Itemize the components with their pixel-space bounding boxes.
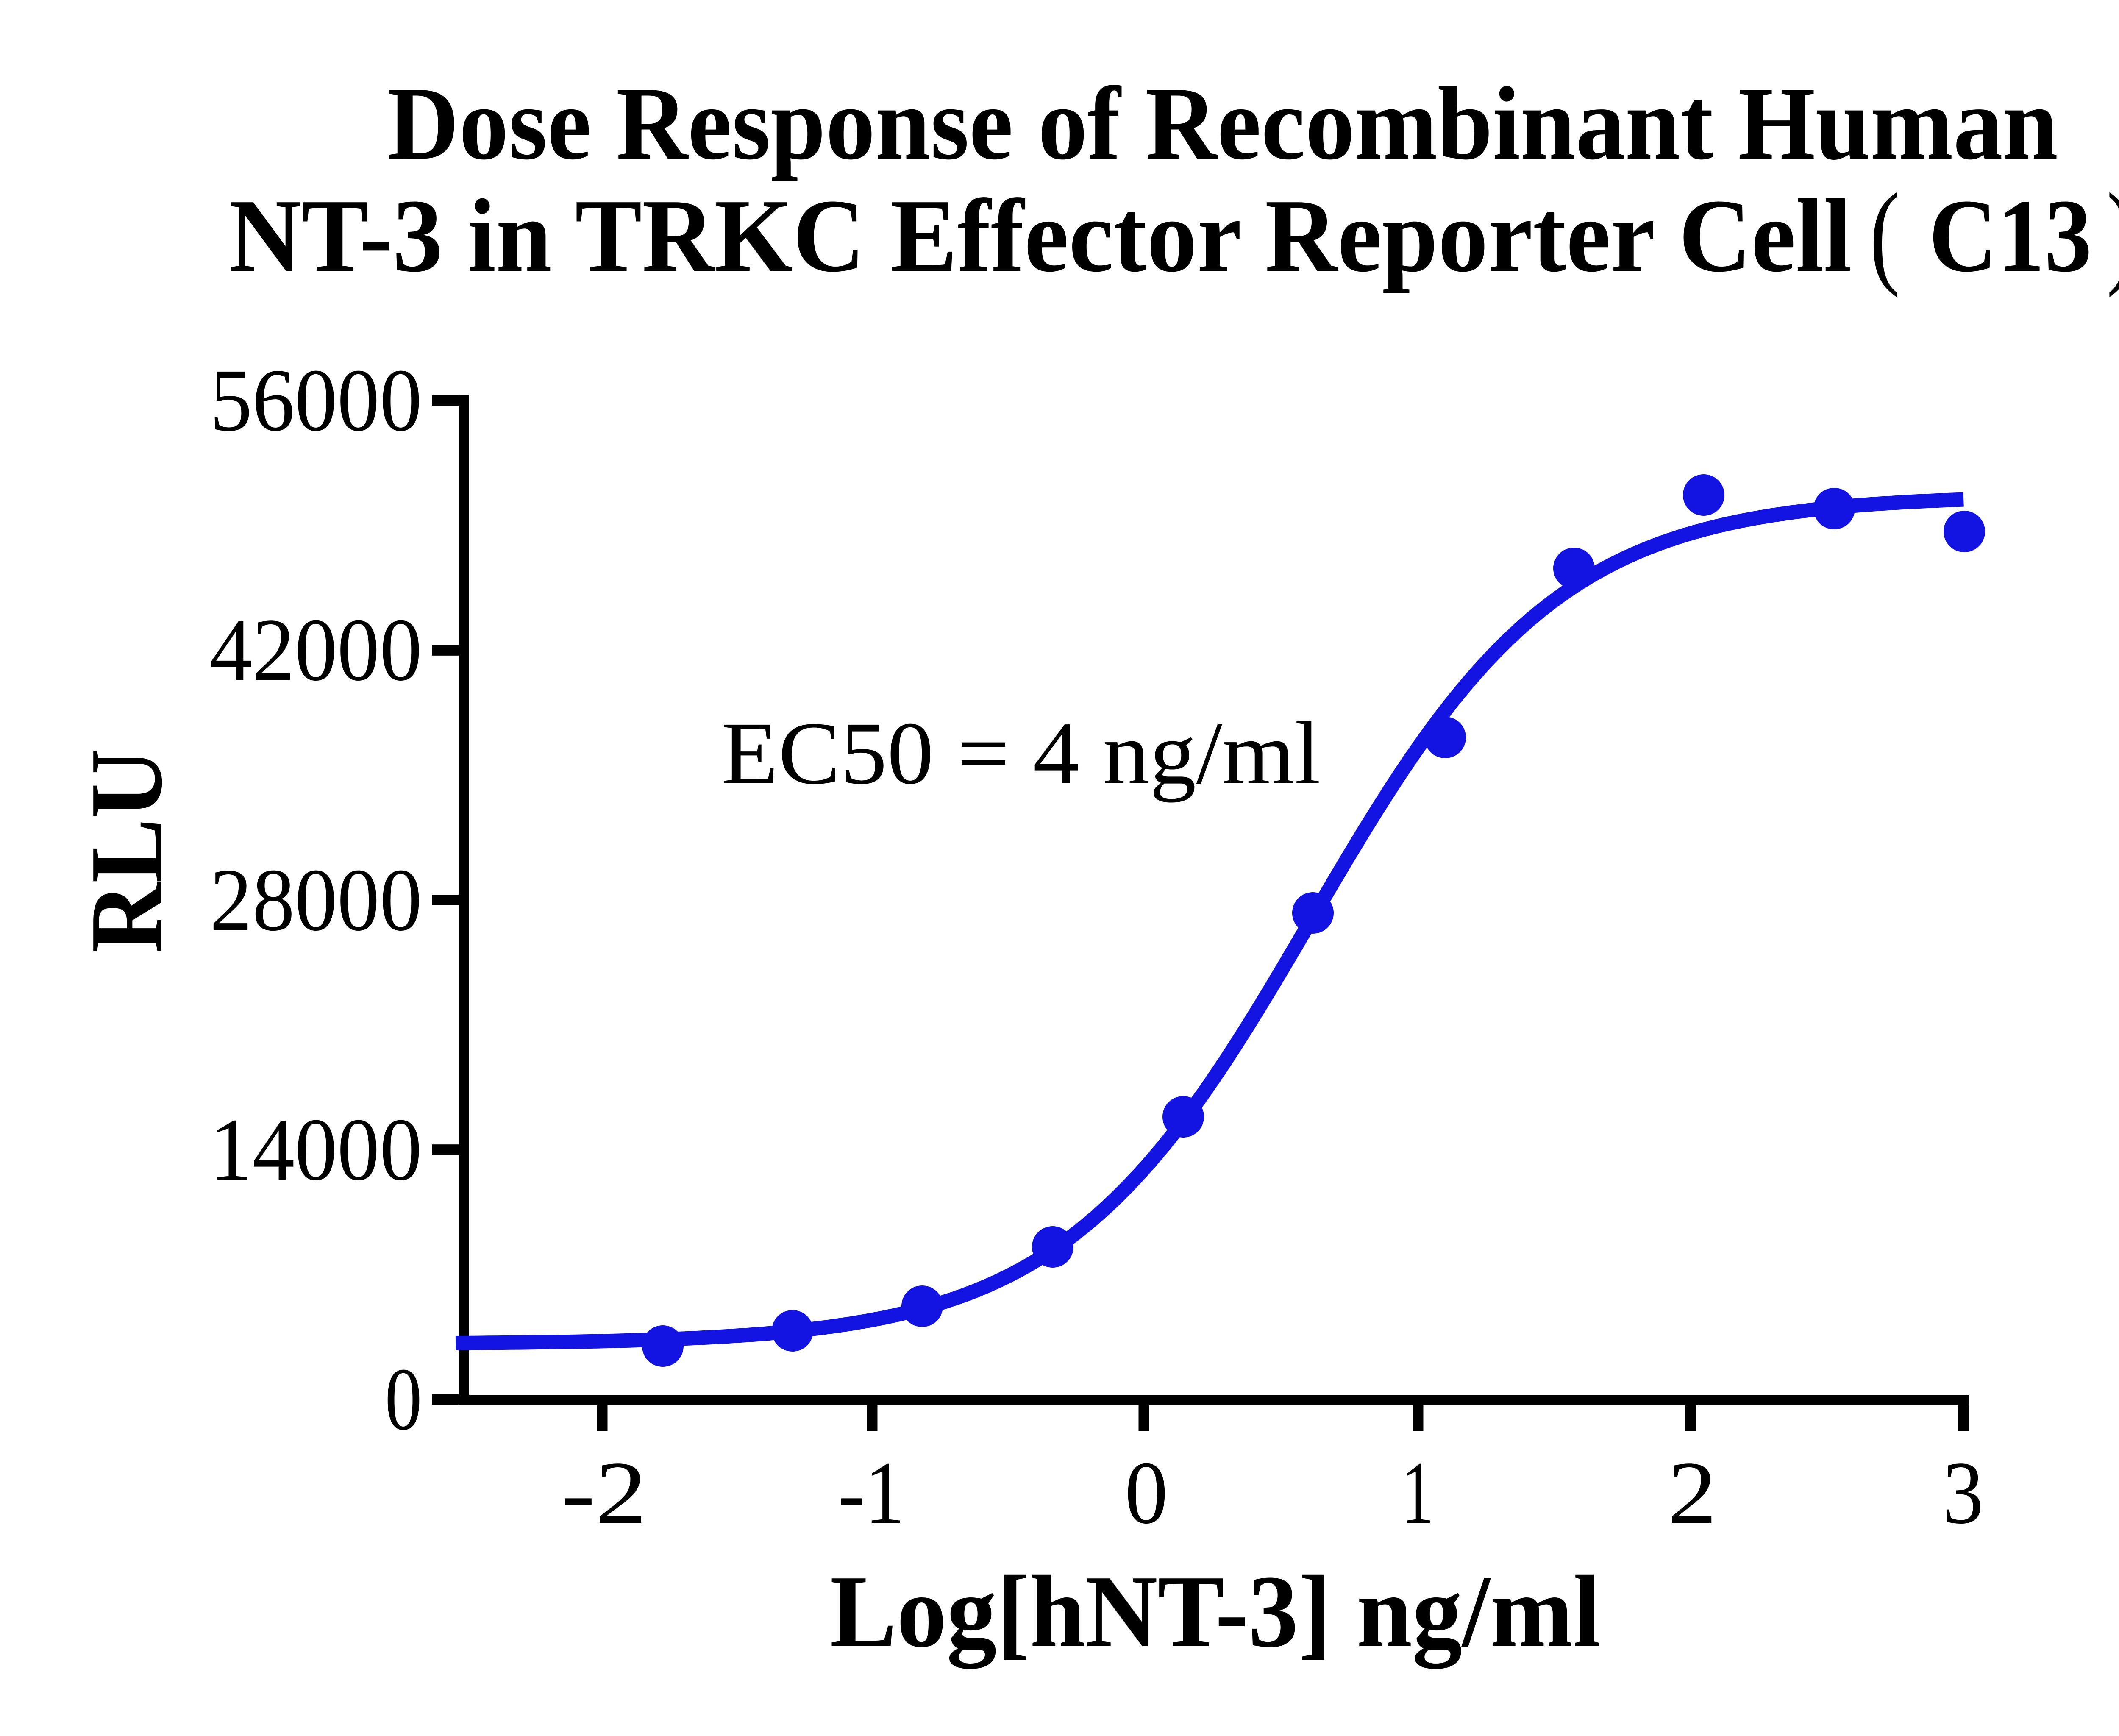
svg-text:NT-3 in TRKC Effector Reporter: NT-3 in TRKC Effector Reporter Cell xyxy=(229,178,1852,294)
svg-text:0: 0 xyxy=(385,1349,422,1449)
svg-text:14000: 14000 xyxy=(210,1100,422,1199)
svg-text:EC50 = 4 ng/ml: EC50 = 4 ng/ml xyxy=(721,704,1321,803)
svg-text:(: ( xyxy=(1870,170,1900,298)
svg-text:1: 1 xyxy=(1402,1443,1434,1542)
svg-text:28000: 28000 xyxy=(210,850,422,949)
svg-text:42000: 42000 xyxy=(210,600,422,699)
svg-text:C13: C13 xyxy=(1929,178,2092,294)
svg-text:Dose Response of Recombinant H: Dose Response of Recombinant Human xyxy=(387,66,2058,181)
svg-text:Log[hNT-3] ng/ml: Log[hNT-3] ng/ml xyxy=(830,1554,1601,1669)
svg-text:-2: -2 xyxy=(561,1443,647,1542)
svg-text:-1: -1 xyxy=(838,1443,905,1542)
svg-text:RLU: RLU xyxy=(69,748,184,953)
svg-text:2: 2 xyxy=(1668,1443,1717,1542)
svg-text:): ) xyxy=(2107,170,2119,298)
svg-text:56000: 56000 xyxy=(210,351,422,450)
svg-text:3: 3 xyxy=(1943,1443,1984,1542)
svg-text:0: 0 xyxy=(1125,1443,1168,1542)
